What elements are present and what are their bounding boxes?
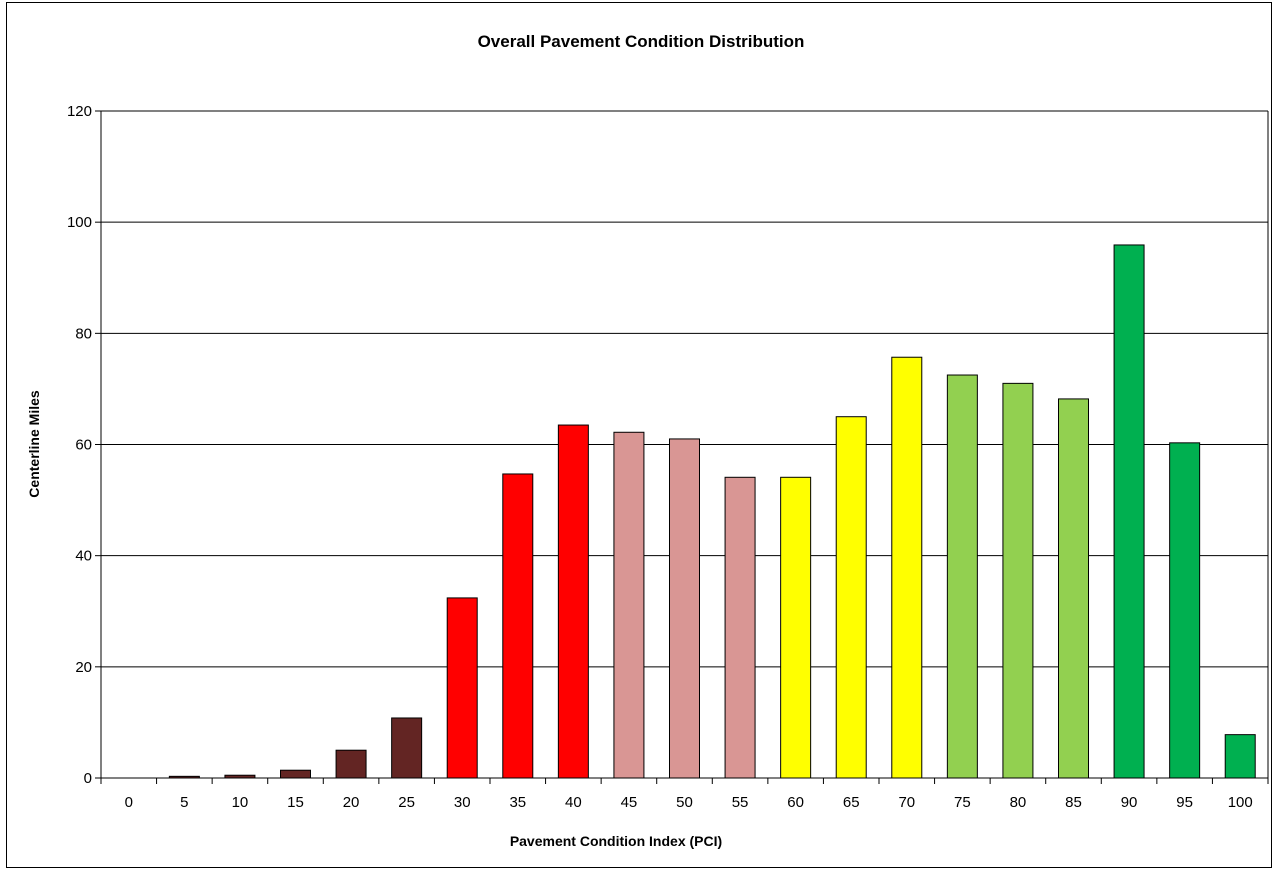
y-tick-labels: 0 20 40 60 80 100 120 — [67, 103, 92, 787]
bar-75 — [946, 374, 978, 779]
bar-85 — [1058, 398, 1089, 779]
x-tick-label-35: 35 — [509, 794, 526, 811]
axes — [95, 110, 1269, 784]
x-tick-label-45: 45 — [621, 794, 638, 811]
bar-60 — [780, 476, 812, 779]
x-tick-label-95: 95 — [1176, 794, 1193, 811]
chart-svg: Overall Pavement Condition Distribution … — [26, 32, 1269, 849]
bar-15 — [280, 769, 311, 779]
y-tick-label-4: 80 — [75, 325, 92, 342]
bar-20 — [335, 749, 367, 779]
bar-25 — [391, 717, 423, 779]
y-tick-label-1: 20 — [75, 659, 92, 676]
bar-45 — [613, 431, 645, 779]
chart-title: Overall Pavement Condition Distribution — [478, 32, 805, 51]
y-tick-label-2: 40 — [75, 548, 92, 565]
bar-65 — [835, 416, 867, 779]
x-tick-label-80: 80 — [1010, 794, 1027, 811]
bar-90 — [1113, 244, 1145, 779]
y-tick-label-0: 0 — [84, 770, 92, 787]
y-tick-label-3: 60 — [75, 437, 92, 454]
bar-55 — [724, 476, 756, 779]
bar-35 — [502, 473, 534, 779]
bar-95 — [1169, 442, 1201, 779]
x-axis-label: Pavement Condition Index (PCI) — [510, 833, 722, 849]
bar-40 — [557, 424, 589, 779]
x-tick-label-25: 25 — [398, 794, 415, 811]
x-tick-label-70: 70 — [898, 794, 915, 811]
x-tick-label-75: 75 — [954, 794, 971, 811]
x-tick-label-15: 15 — [287, 794, 304, 811]
chart-frame: Overall Pavement Condition Distribution … — [6, 2, 1272, 868]
bar-70 — [891, 356, 923, 779]
bars — [168, 244, 1256, 779]
x-tick-label-0: 0 — [125, 794, 133, 811]
x-tick-label-5: 5 — [180, 794, 188, 811]
y-axis-label: Centerline Miles — [26, 390, 42, 498]
x-tick-label-60: 60 — [787, 794, 804, 811]
x-tick-labels: 0 5 10 15 20 25 30 35 40 45 50 55 60 65 70 75 80 85 90 95 10… — [125, 794, 1253, 811]
y-tick-label-6: 120 — [67, 103, 92, 120]
bar-30 — [446, 597, 478, 779]
x-tick-label-55: 55 — [732, 794, 749, 811]
y-tick-label-5: 100 — [67, 214, 92, 231]
x-tick-label-100: 100 — [1228, 794, 1253, 811]
x-tick-label-20: 20 — [343, 794, 360, 811]
x-tick-label-85: 85 — [1065, 794, 1082, 811]
x-tick-label-50: 50 — [676, 794, 693, 811]
bar-50 — [669, 438, 700, 779]
bar-80 — [1002, 382, 1034, 779]
x-tick-label-30: 30 — [454, 794, 471, 811]
x-tick-label-10: 10 — [232, 794, 249, 811]
x-tick-label-40: 40 — [565, 794, 582, 811]
bar-100 — [1224, 734, 1256, 779]
x-tick-label-90: 90 — [1121, 794, 1138, 811]
x-tick-label-65: 65 — [843, 794, 860, 811]
